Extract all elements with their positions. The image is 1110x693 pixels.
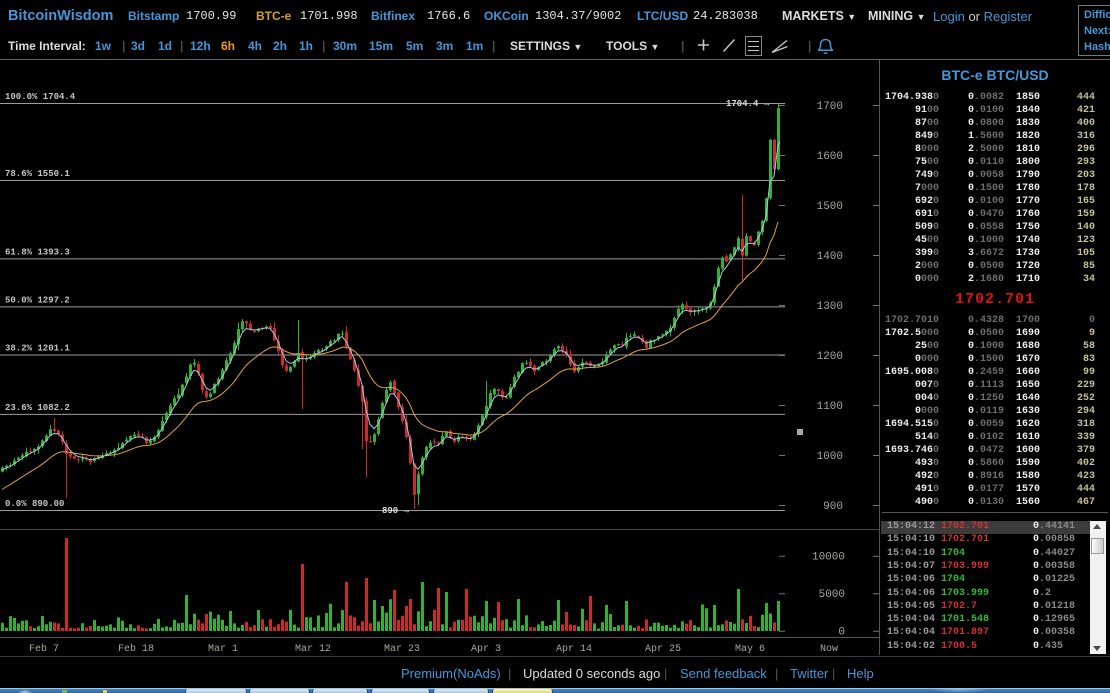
svg-text:10000: 10000	[812, 552, 845, 564]
svg-text:0.0% 890.00: 0.0% 890.00	[5, 499, 64, 509]
svg-text:78.6% 1550.1: 78.6% 1550.1	[5, 169, 70, 179]
svg-text:1300: 1300	[817, 301, 843, 313]
svg-text:23.6% 1082.2: 23.6% 1082.2	[5, 403, 70, 413]
svg-text:1200: 1200	[817, 351, 843, 363]
svg-text:Mar 12: Mar 12	[295, 644, 331, 655]
svg-text:Mar 1: Mar 1	[208, 644, 238, 655]
svg-text:Mar 23: Mar 23	[384, 644, 420, 655]
svg-text:1704.4 →: 1704.4 →	[726, 99, 770, 109]
svg-text:5000: 5000	[819, 589, 845, 601]
svg-text:1000: 1000	[817, 451, 843, 463]
svg-text:Apr 25: Apr 25	[645, 644, 681, 655]
svg-text:Feb 18: Feb 18	[118, 643, 154, 655]
svg-text:Apr 14: Apr 14	[556, 644, 592, 655]
svg-text:1400: 1400	[817, 251, 843, 263]
svg-text:890 →: 890 →	[382, 506, 410, 516]
svg-text:May 6: May 6	[735, 644, 765, 655]
svg-text:100.0% 1704.4: 100.0% 1704.4	[5, 92, 76, 102]
svg-text:Apr 3: Apr 3	[471, 644, 501, 655]
svg-text:50.0% 1297.2: 50.0% 1297.2	[5, 295, 70, 305]
svg-text:1100: 1100	[817, 401, 843, 413]
svg-text:1600: 1600	[817, 151, 843, 163]
svg-text:1500: 1500	[817, 201, 843, 213]
svg-text:Now: Now	[820, 644, 838, 655]
svg-text:0: 0	[838, 627, 845, 639]
svg-text:Feb 7: Feb 7	[29, 643, 59, 655]
svg-text:38.2% 1201.1: 38.2% 1201.1	[5, 344, 70, 354]
svg-text:1700: 1700	[817, 101, 843, 113]
svg-text:900: 900	[823, 501, 843, 513]
svg-text:61.8% 1393.3: 61.8% 1393.3	[5, 247, 70, 257]
